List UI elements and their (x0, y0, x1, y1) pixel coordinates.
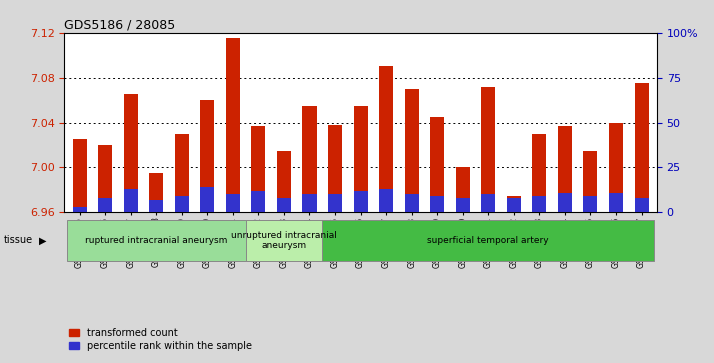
Bar (277, 198, 291, 212)
Bar (277, 151, 291, 212)
Bar (481, 194, 496, 212)
Bar (149, 200, 164, 212)
Bar (98, 145, 112, 212)
Bar (583, 196, 598, 212)
Bar (124, 189, 138, 212)
Bar (507, 196, 521, 212)
Bar (507, 198, 521, 212)
Bar (558, 126, 572, 212)
Bar (430, 117, 444, 212)
Bar (430, 196, 444, 212)
Bar (533, 196, 546, 212)
Bar (303, 194, 316, 212)
Bar (73, 139, 86, 212)
Text: superficial temporal artery: superficial temporal artery (428, 236, 549, 245)
Bar (583, 151, 598, 212)
Bar (226, 38, 240, 212)
Bar (405, 194, 418, 212)
Bar (379, 66, 393, 212)
Bar (609, 193, 623, 212)
Bar (175, 196, 188, 212)
Bar (201, 187, 214, 212)
Bar (635, 83, 648, 212)
Bar (328, 125, 342, 212)
Bar (124, 94, 138, 212)
Bar (405, 89, 418, 212)
Bar (635, 198, 648, 212)
Bar (201, 100, 214, 212)
Text: ▶: ▶ (39, 236, 47, 245)
Bar (533, 134, 546, 212)
Text: ruptured intracranial aneurysm: ruptured intracranial aneurysm (85, 236, 227, 245)
Bar (481, 86, 496, 212)
Bar (353, 191, 368, 212)
Bar (67, 220, 246, 261)
Bar (353, 106, 368, 212)
Bar (73, 207, 86, 212)
Bar (251, 191, 266, 212)
Bar (246, 220, 322, 261)
Bar (226, 194, 240, 212)
Text: tissue: tissue (4, 236, 33, 245)
Bar (379, 189, 393, 212)
Bar (98, 198, 112, 212)
Bar (456, 198, 470, 212)
Bar (175, 134, 188, 212)
Bar (149, 173, 164, 212)
Bar (303, 106, 316, 212)
Text: unruptured intracranial
aneurysm: unruptured intracranial aneurysm (231, 231, 337, 250)
Text: GDS5186 / 28085: GDS5186 / 28085 (64, 19, 176, 32)
Bar (609, 122, 623, 212)
Bar (251, 126, 266, 212)
Bar (328, 194, 342, 212)
Legend: transformed count, percentile rank within the sample: transformed count, percentile rank withi… (69, 328, 251, 351)
Bar (456, 167, 470, 212)
Bar (558, 193, 572, 212)
Bar (322, 220, 654, 261)
